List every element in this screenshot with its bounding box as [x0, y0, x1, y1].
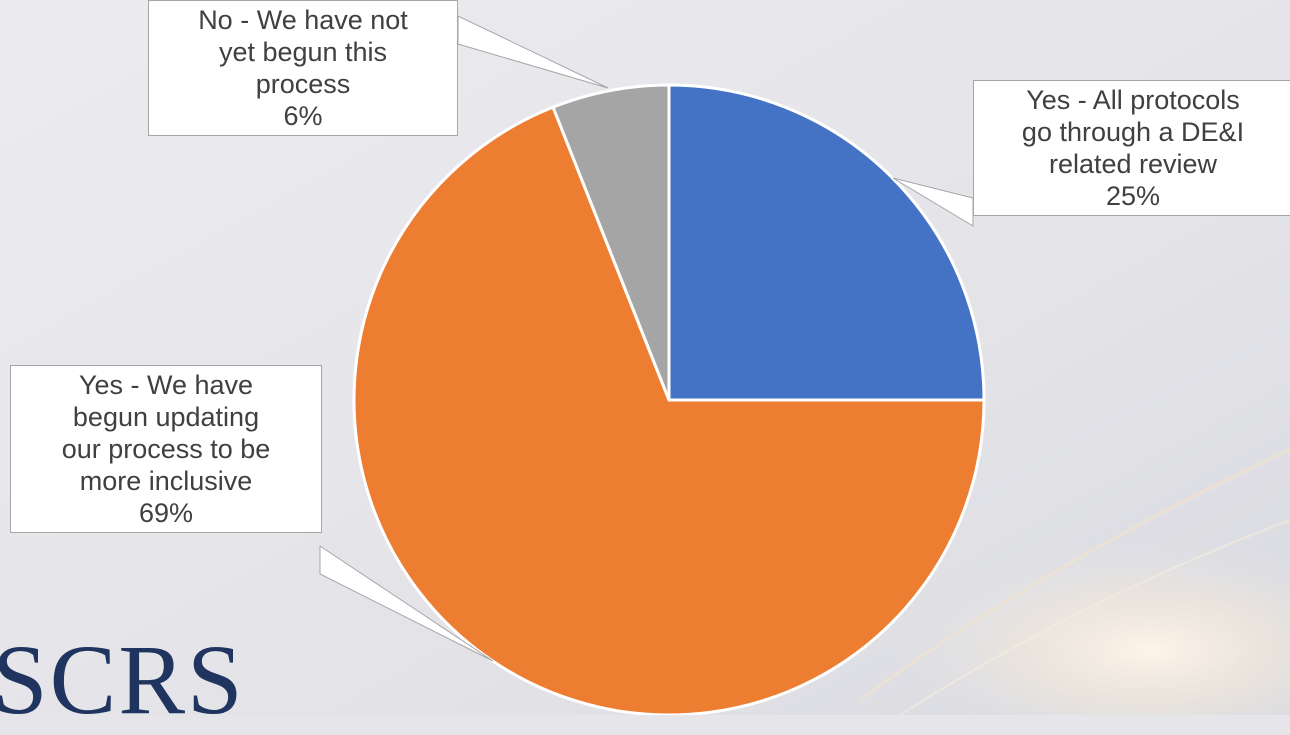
data-label-text: No - We have not	[153, 4, 453, 36]
data-label-text: related review	[978, 148, 1288, 180]
data-label-text: process	[153, 68, 453, 100]
data-label-value: 6%	[153, 100, 453, 132]
scrs-logo: SCRS	[0, 630, 245, 730]
data-label: Yes - All protocols go through a DE&I rela…	[973, 80, 1290, 216]
data-label: No - We have not yet begun this process 6%	[148, 0, 458, 136]
data-label-value: 25%	[978, 180, 1288, 212]
data-label-text: Yes - All protocols	[978, 84, 1288, 116]
data-label-text: Yes - We have	[15, 369, 317, 401]
data-label-text: yet begun this	[153, 36, 453, 68]
pie-slice	[669, 85, 984, 400]
data-label-text: go through a DE&I	[978, 116, 1288, 148]
data-label-value: 69%	[15, 497, 317, 529]
data-label-text: our process to be	[15, 433, 317, 465]
label-leader-line	[458, 16, 608, 88]
data-label-text: begun updating	[15, 401, 317, 433]
data-label: Yes - We have begun updating our process t…	[10, 365, 322, 533]
data-label-text: more inclusive	[15, 465, 317, 497]
